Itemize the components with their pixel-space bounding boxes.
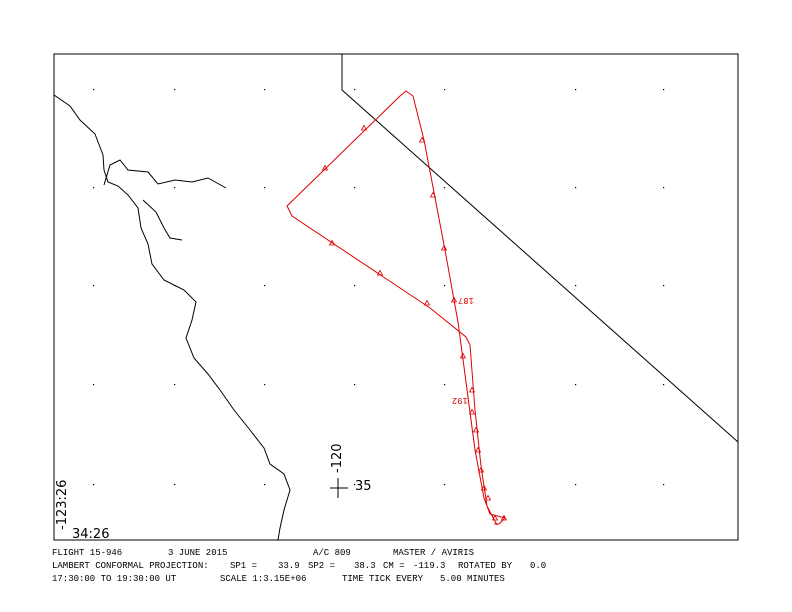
graticule-dot xyxy=(575,187,577,189)
graticule-dot xyxy=(354,89,356,91)
graticule-dot xyxy=(93,484,95,486)
time-tick xyxy=(376,269,384,276)
footer-text: 5.00 MINUTES xyxy=(440,574,505,584)
map-frame xyxy=(53,53,739,541)
footer-text: SCALE 1:3.15E+06 xyxy=(220,574,306,584)
time-tick xyxy=(423,299,431,306)
footer-text: MASTER / AVIRIS xyxy=(393,548,474,558)
track-label: 192 xyxy=(452,395,468,405)
time-tick xyxy=(474,446,482,453)
footer-text: CM = xyxy=(383,561,405,571)
time-tick xyxy=(477,466,485,473)
graticule-dot xyxy=(663,89,665,91)
corner-lon: -123:26 xyxy=(55,480,70,530)
graticule-dot xyxy=(444,187,446,189)
time-tick xyxy=(491,514,499,521)
time-tick xyxy=(468,408,476,415)
bay-shoreline xyxy=(142,199,183,241)
graticule-dot xyxy=(354,187,356,189)
coastline xyxy=(53,94,291,541)
cross-lat: 35 xyxy=(355,479,372,494)
footer-text: FLIGHT 15-946 xyxy=(52,548,122,558)
graticule-dot xyxy=(444,285,446,287)
graticule-dot xyxy=(575,285,577,287)
time-tick xyxy=(440,244,448,251)
graticule-dot xyxy=(354,484,356,486)
footer-text: 38.3 xyxy=(354,561,376,571)
flight-track xyxy=(286,90,506,526)
footer: FLIGHT 15-946 3 JUNE 2015 A/C 809 MASTER… xyxy=(52,548,546,584)
time-ticks xyxy=(321,124,508,521)
boundary xyxy=(341,54,739,443)
cross-lon: -120 xyxy=(330,443,345,473)
graticule-dot xyxy=(663,384,665,386)
time-tick xyxy=(484,494,492,501)
time-tick xyxy=(418,136,426,143)
footer-text: A/C 809 xyxy=(313,548,351,558)
graticule-dot xyxy=(575,384,577,386)
graticule-dot xyxy=(264,89,266,91)
graticule-dot xyxy=(93,285,95,287)
footer-text: 17:30:00 TO 19:30:00 UT xyxy=(52,574,177,584)
footer-text: 3 JUNE 2015 xyxy=(168,548,227,558)
graticule-dot xyxy=(575,89,577,91)
time-tick xyxy=(459,352,467,359)
graticule-dot xyxy=(444,484,446,486)
footer-text: ROTATED BY xyxy=(458,561,513,571)
time-tick xyxy=(480,484,488,491)
graticule-dot xyxy=(264,484,266,486)
graticule-dot xyxy=(354,384,356,386)
footer-text: LAMBERT CONFORMAL PROJECTION: xyxy=(52,561,209,571)
graticule-dot xyxy=(444,89,446,91)
graticule-dot xyxy=(663,187,665,189)
footer-text: 0.0 xyxy=(530,561,546,571)
graticule-dot xyxy=(174,187,176,189)
graticule-dot xyxy=(354,285,356,287)
graticule-dot xyxy=(575,484,577,486)
graticule-dot xyxy=(93,187,95,189)
graticule-dot xyxy=(174,384,176,386)
graticule-dot xyxy=(264,384,266,386)
graticule-dot xyxy=(93,89,95,91)
graticule-dot xyxy=(174,89,176,91)
graticule-dot xyxy=(444,384,446,386)
footer-text: -119.3 xyxy=(413,561,445,571)
footer-text: 33.9 xyxy=(278,561,300,571)
footer-text: SP1 = xyxy=(230,561,257,571)
graticule-dot xyxy=(174,484,176,486)
time-tick xyxy=(468,386,476,393)
graticule-dot xyxy=(264,285,266,287)
corner-lat: 34:26 xyxy=(72,527,109,542)
time-tick xyxy=(328,239,336,246)
graticule-dot xyxy=(663,285,665,287)
graticule-dot xyxy=(93,384,95,386)
footer-text: SP2 = xyxy=(308,561,335,571)
graticule-dots xyxy=(93,89,665,486)
track-label: 187 xyxy=(458,295,474,305)
time-tick xyxy=(321,164,329,171)
time-tick xyxy=(429,191,437,198)
footer-text: TIME TICK EVERY xyxy=(342,574,424,584)
graticule-dot xyxy=(663,484,665,486)
time-tick xyxy=(360,124,368,131)
time-tick xyxy=(450,296,458,303)
graticule-dot xyxy=(264,187,266,189)
bay-shoreline xyxy=(103,159,227,189)
time-tick xyxy=(472,426,480,433)
time-tick xyxy=(500,514,508,521)
